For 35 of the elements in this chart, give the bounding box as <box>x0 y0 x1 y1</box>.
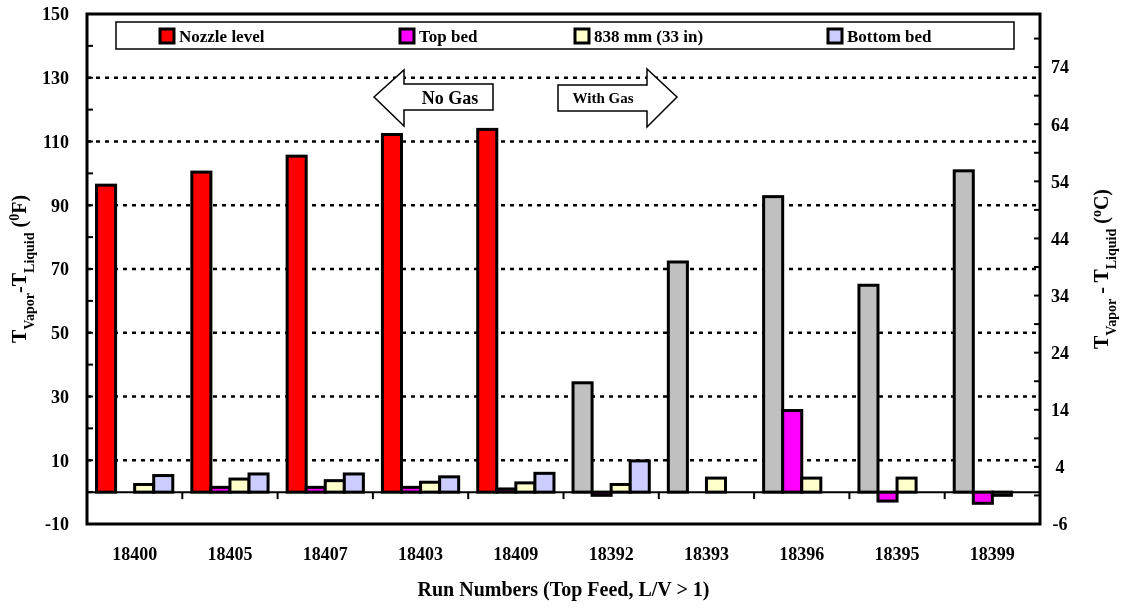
annotation: No Gas <box>421 88 479 108</box>
legend-label: Top bed <box>419 27 478 46</box>
y2-tick-label: 54 <box>1051 171 1069 192</box>
legend-label: Bottom bed <box>847 27 933 46</box>
x-tick-label: 18396 <box>779 544 825 564</box>
y2-tick-label: 64 <box>1051 114 1069 135</box>
y-tick-label: 50 <box>51 323 69 344</box>
y-tick-label: -10 <box>45 514 69 535</box>
y-tick-label: 110 <box>42 131 69 152</box>
x-tick-label: 18407 <box>302 544 348 564</box>
x-tick-label: 18399 <box>969 544 1015 564</box>
y-tick-label: 30 <box>51 386 69 407</box>
y2-tick-label: 24 <box>1051 342 1069 363</box>
y2-tick-label: 14 <box>1051 400 1069 421</box>
annotation: With Gas <box>572 90 634 106</box>
y-tick-label: 10 <box>51 450 69 471</box>
y-tick-label: 70 <box>51 259 69 280</box>
x-tick-label: 18392 <box>588 544 634 564</box>
y2-tick-label: -6 <box>1052 514 1068 535</box>
legend-label: Nozzle level <box>179 27 265 46</box>
x-tick-label: 18395 <box>874 544 920 564</box>
x-axis-title: Run Numbers (Top Feed, L/V > 1) <box>417 578 710 601</box>
x-tick-label: 18409 <box>493 544 539 564</box>
y2-tick-label: 74 <box>1051 57 1069 78</box>
y2-tick-label: 4 <box>1055 457 1065 478</box>
legend-label: 838 mm (33 in) <box>594 27 704 46</box>
x-tick-label: 18393 <box>683 544 729 564</box>
y-tick-label: 90 <box>51 195 69 216</box>
y2-tick-label: 44 <box>1051 228 1069 249</box>
y2-tick-label: 34 <box>1051 285 1069 306</box>
x-tick-label: 18400 <box>112 544 158 564</box>
x-tick-label: 18403 <box>398 544 444 564</box>
x-tick-label: 18405 <box>207 544 253 564</box>
y-tick-label: 150 <box>42 4 69 25</box>
y-tick-label: 130 <box>42 68 69 89</box>
